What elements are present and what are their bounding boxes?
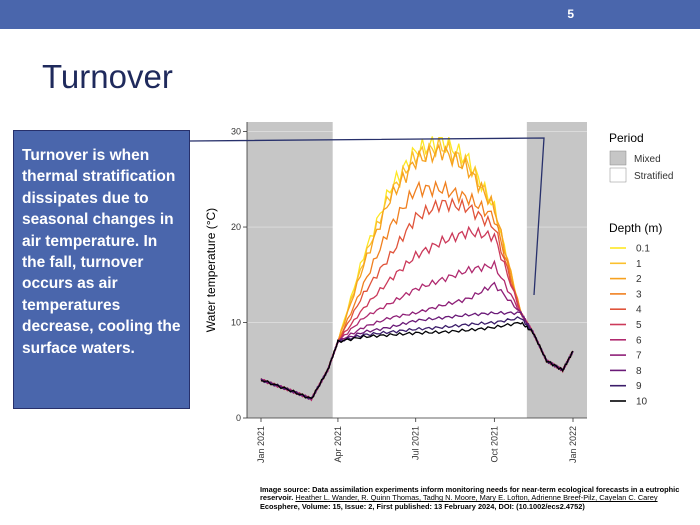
depth-legend-label: 5 <box>636 320 642 331</box>
source-prefix: Image source: Data assimilation experime… <box>260 485 680 503</box>
x-tick-label: Oct 2021 <box>489 426 499 463</box>
y-tick-label: 20 <box>231 222 241 232</box>
legend-label-mixed: Mixed <box>634 154 661 165</box>
depth-legend-title: Depth (m) <box>609 221 662 235</box>
depth-legend-label: 4 <box>636 305 642 316</box>
depth-legend-label: 3 <box>636 289 642 300</box>
slide-number: 5 <box>567 7 574 21</box>
slide-title: Turnover <box>42 58 173 95</box>
depth-legend-label: 7 <box>636 351 642 362</box>
depth-legend-label: 2 <box>636 274 642 285</box>
depth-legend-label: 8 <box>636 366 642 377</box>
callout-box: Turnover is when thermal stratification … <box>13 130 190 409</box>
x-tick-label: Jan 2021 <box>256 426 266 463</box>
depth-legend-label: 1 <box>636 259 642 270</box>
y-tick-label: 10 <box>231 318 241 328</box>
period-band-stratified <box>332 122 527 418</box>
depth-legend-label: 10 <box>636 397 648 408</box>
legend-label-stratified: Stratified <box>634 171 673 182</box>
x-tick-label: Jan 2022 <box>568 426 578 463</box>
image-source: Image source: Data assimilation experime… <box>260 485 700 511</box>
period-band-mixed <box>247 122 333 418</box>
callout-pointer-line <box>189 137 545 296</box>
slide-header-bar: 5 <box>0 0 700 29</box>
y-tick-label: 30 <box>231 127 241 137</box>
x-tick-label: Jul 2021 <box>411 426 421 460</box>
y-axis-title: Water temperature (°C) <box>204 208 218 332</box>
period-band-mixed <box>526 122 587 418</box>
source-citation: Ecosphere, Volume: 15, Issue: 2, First p… <box>260 501 585 511</box>
depth-legend-label: 6 <box>636 335 642 346</box>
x-tick-label: Apr 2021 <box>333 426 343 463</box>
legend-swatch-stratified <box>609 167 627 183</box>
depth-legend-label: 0.1 <box>636 244 650 255</box>
source-authors: Heather L. Wander, R. Quinn Thomas, Tadh… <box>295 493 658 503</box>
y-tick-label: 0 <box>236 413 241 423</box>
depth-legend-label: 9 <box>636 381 642 392</box>
series-line-10 <box>260 321 574 400</box>
legend-swatch-mixed <box>609 150 627 166</box>
period-legend-title: Period <box>609 131 644 145</box>
